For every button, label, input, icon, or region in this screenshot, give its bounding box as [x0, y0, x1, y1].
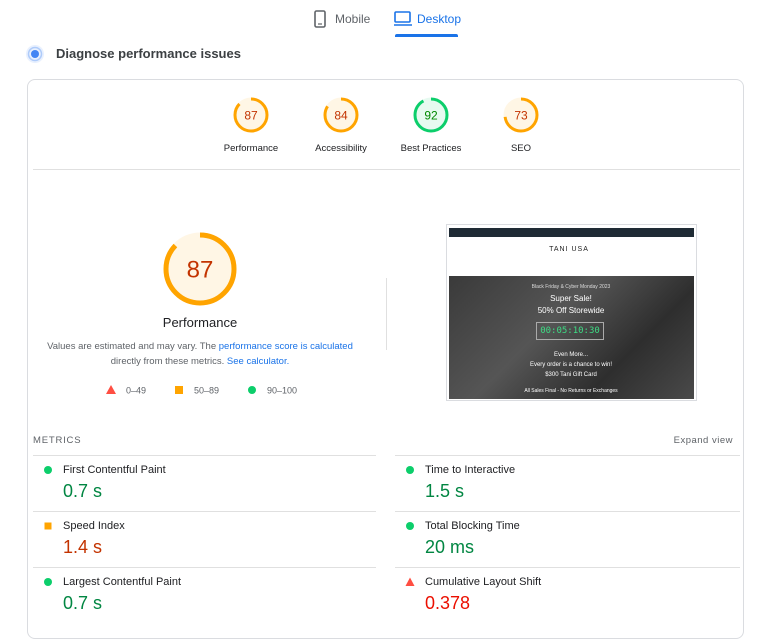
- gauge-score: 92: [424, 108, 438, 122]
- metric-name: First Contentful Paint: [63, 464, 166, 476]
- preview-brand: TANI USA: [549, 246, 589, 253]
- gauge-label: Best Practices: [401, 143, 462, 154]
- preview-headline: Super Sale!: [550, 294, 592, 303]
- preview-countdown: 00:05:10:30: [536, 322, 604, 340]
- gauge-fill: [413, 97, 449, 133]
- metric-separator: [33, 511, 376, 512]
- metric-name: Time to Interactive: [425, 464, 516, 476]
- tab-indicator: [395, 34, 458, 37]
- metric-icon: [44, 578, 52, 586]
- preview-chance: Every order is a chance to win!: [529, 362, 613, 368]
- gauge-title: Performance: [163, 315, 237, 330]
- expand-view[interactable]: Expand view: [673, 435, 733, 446]
- score-note: Values are estimated and may vary. The p…: [40, 341, 360, 352]
- metric-value: 20 ms: [425, 537, 475, 557]
- metric-icon: [44, 466, 52, 474]
- metric-name: Speed Index: [63, 520, 125, 532]
- note-text: Values are estimated and may vary. The: [47, 341, 217, 352]
- metric-separator: [395, 511, 740, 512]
- metric-icon: [405, 577, 415, 586]
- metric-icon: [406, 466, 414, 474]
- note-link[interactable]: performance score is calculated: [218, 341, 353, 352]
- gauge-label: Performance: [224, 143, 278, 154]
- metric-value: 0.7 s: [63, 593, 103, 613]
- divider: [33, 169, 740, 170]
- gauge-score: 73: [514, 108, 528, 122]
- preview-more: Even More...: [553, 352, 588, 358]
- gauge-score: 87: [187, 257, 214, 284]
- metric-value: 0.7 s: [63, 481, 103, 501]
- legend-icon: [175, 386, 183, 394]
- metric-name: Cumulative Layout Shift: [425, 576, 542, 588]
- metric-icon-shape: [406, 466, 414, 474]
- metric-icon-shape: [44, 578, 52, 586]
- legend-icon: [106, 385, 116, 394]
- metric-icon: [44, 522, 52, 530]
- metric-icon-shape: [44, 522, 52, 530]
- tab-mobile[interactable]: Mobile: [335, 12, 371, 26]
- metric-icon-shape: [405, 577, 415, 586]
- mobile-icon: [314, 10, 326, 28]
- gauge-score: 84: [334, 108, 348, 122]
- metric-separator: [395, 455, 740, 456]
- preview-prize: $300 Tani Gift Card: [545, 372, 597, 378]
- gauge-arc: [163, 232, 237, 306]
- gauge-fill: [323, 97, 359, 133]
- gauge-fill: [233, 97, 269, 133]
- score-note: directly from these metrics. See calcula…: [40, 356, 360, 367]
- preview-eyebrow: Black Friday & Cyber Monday 2023: [531, 284, 611, 290]
- gauge-fill: [163, 232, 237, 306]
- preview-footer: All Sales Final - No Returns or Exchange…: [524, 388, 618, 394]
- gauges: 87 Performance 84 Accessibility 92 Best Pract…: [106, 97, 539, 396]
- legend-icon: [248, 386, 256, 394]
- preview-hero: Black Friday & Cyber Monday 2023 Super S…: [449, 276, 694, 399]
- gauge-arc: [233, 97, 269, 133]
- metric-separator: [395, 567, 740, 568]
- metric-separator: [33, 567, 376, 568]
- metric-value: 1.4 s: [63, 537, 103, 557]
- gauge-arc: [323, 97, 359, 133]
- legend-label: 90–100: [267, 386, 297, 396]
- divider-vertical: [386, 278, 387, 350]
- gauge-fill: [503, 97, 539, 133]
- metric-icon-shape: [44, 466, 52, 474]
- metric-name: Total Blocking Time: [425, 520, 520, 532]
- metric-name: Largest Contentful Paint: [63, 576, 182, 588]
- gauge-arc: [413, 97, 449, 133]
- gauge-label: SEO: [511, 143, 531, 154]
- gauge-label: Accessibility: [315, 143, 367, 154]
- note-link[interactable]: See calculator.: [226, 356, 290, 367]
- metric-value: 0.378: [425, 593, 471, 613]
- gauge-score: 87: [244, 108, 258, 122]
- gauge-arc: [503, 97, 539, 133]
- metrics-title: METRICS: [33, 435, 82, 446]
- note-text: directly from these metrics.: [110, 356, 225, 367]
- metric-icon-shape: [406, 522, 414, 530]
- legend-label: 0–49: [126, 386, 146, 396]
- legend-label: 50–89: [194, 386, 219, 396]
- metric-value: 1.5 s: [425, 481, 465, 501]
- preview-subhead: 50% Off Storewide: [537, 306, 605, 315]
- tab-desktop[interactable]: Desktop: [417, 12, 462, 26]
- section-title: Diagnose performance issues: [56, 46, 241, 61]
- preview-topbar: [449, 228, 694, 237]
- page-preview: TANI USA Black Friday & Cyber Monday 202…: [446, 224, 697, 401]
- diagnose-icon: [26, 45, 44, 63]
- metric-icon: [406, 522, 414, 530]
- metric-separator: [33, 455, 376, 456]
- desktop-icon: [394, 11, 412, 26]
